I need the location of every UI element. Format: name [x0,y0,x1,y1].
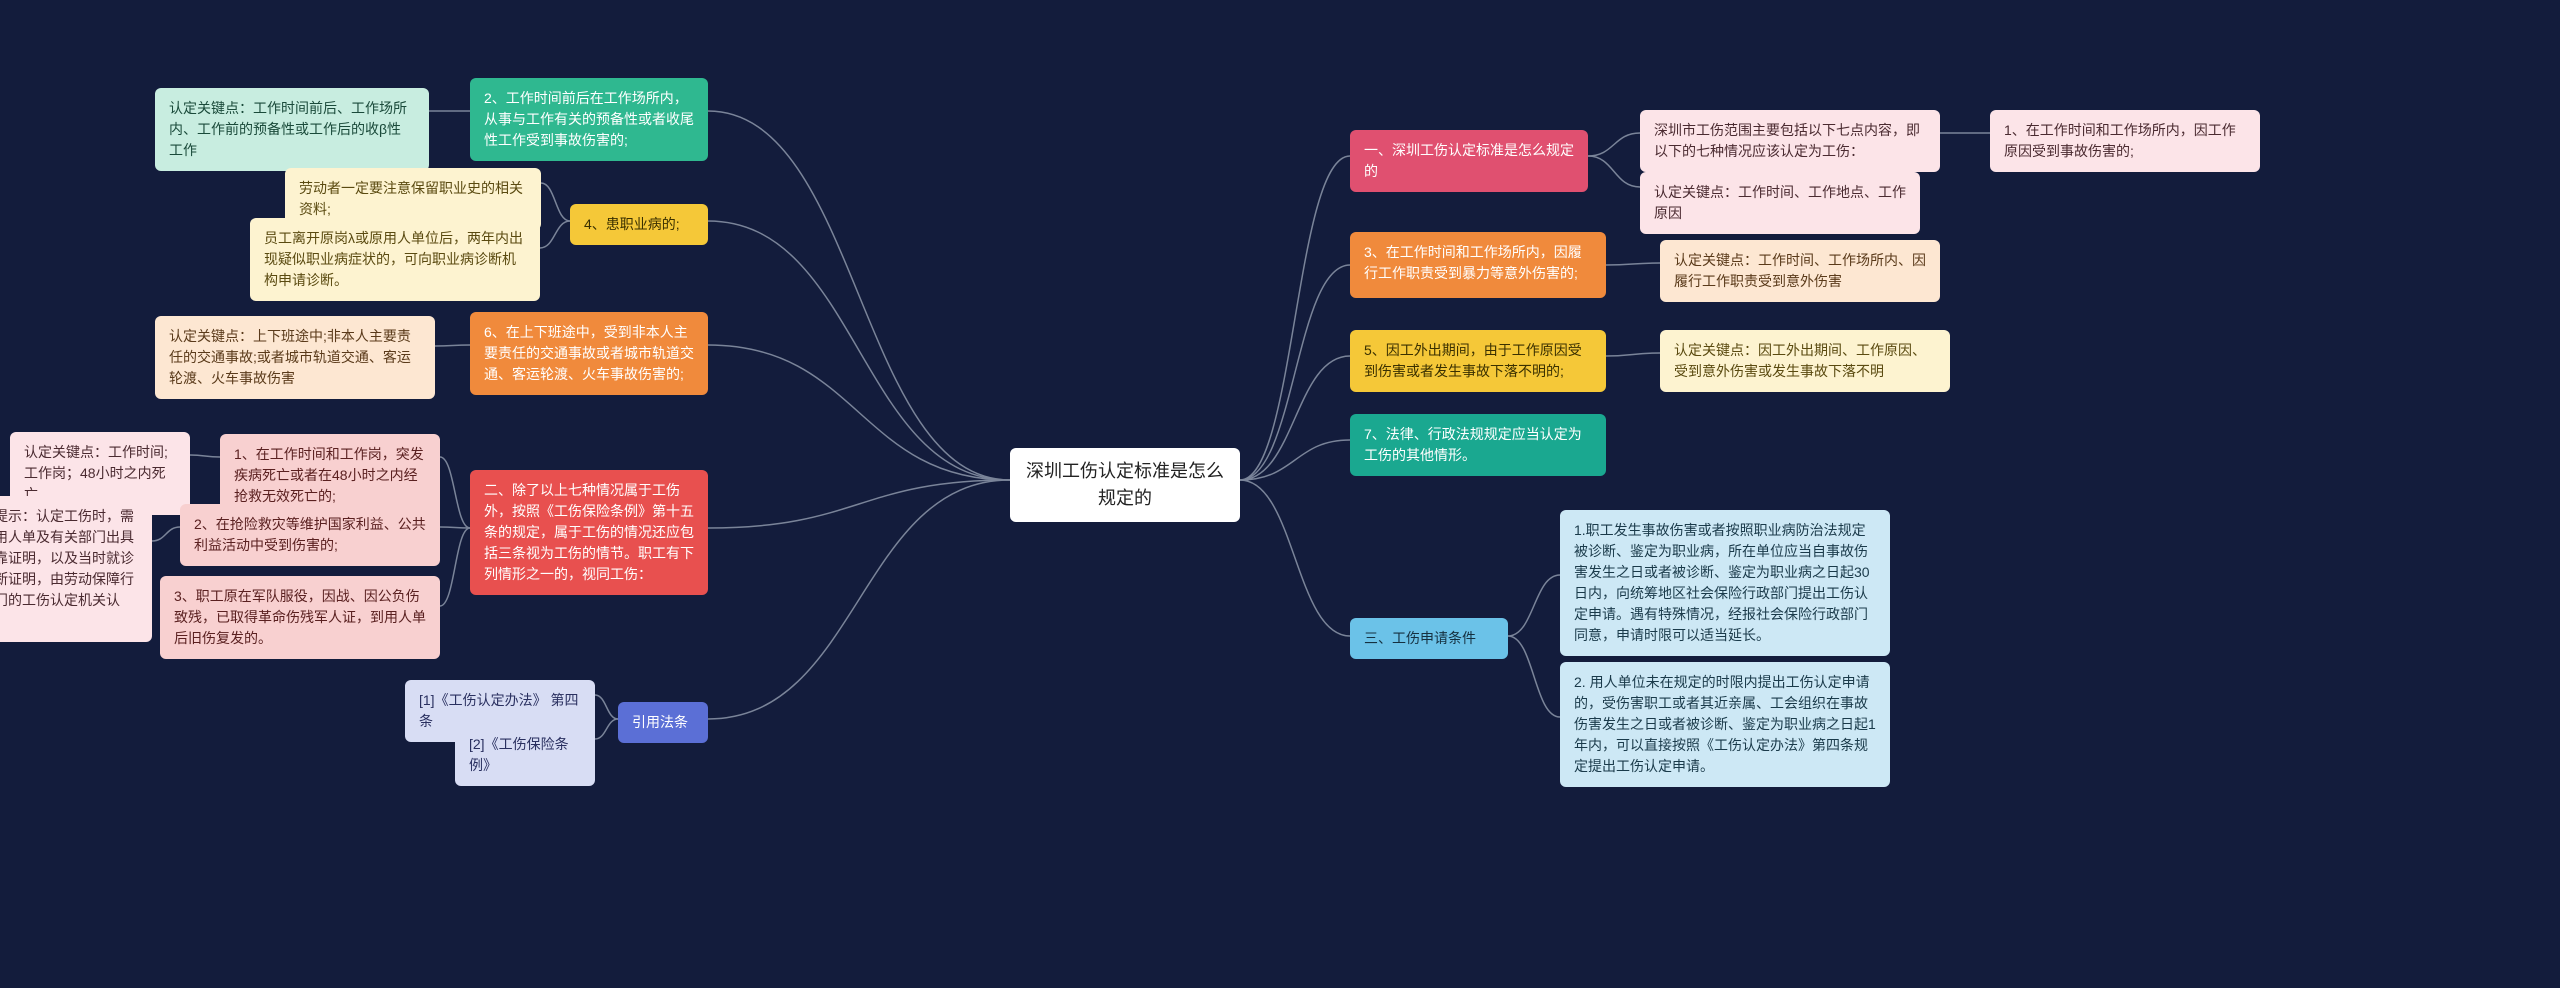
mindmap-node: 认定关键点：工作时间前后、工作场所内、工作前的预备性或工作后的收β性工作 [155,88,429,171]
mindmap-node: 2、在抢险救灾等维护国家利益、公共利益活动中受到伤害的; [180,504,440,566]
mindmap-node: 认定关键点：工作时间、工作地点、工作原因 [1640,172,1920,234]
mindmap-node: 5、因工外出期间，由于工作原因受到伤害或者发生事故下落不明的; [1350,330,1606,392]
mindmap-node: 3、职工原在军队服役，因战、因公负伤致残，已取得革命伤残军人证，到用人单后旧伤复… [160,576,440,659]
mindmap-node: 7、法律、行政法规规定应当认定为工伤的其他情形。 [1350,414,1606,476]
mindmap-node: [2]《工伤保险条例》 [455,724,595,786]
mindmap-node: 重要提示：认定工伤时，需要持用人单及有关部门出具的可靠证明，以及当时就诊的诊断证… [0,496,152,642]
mindmap-node: 认定关键点：因工外出期间、工作原因、受到意外伤害或发生事故下落不明 [1660,330,1950,392]
mindmap-node: 引用法条 [618,702,708,743]
mindmap-node: 一、深圳工伤认定标准是怎么规定的 [1350,130,1588,192]
mindmap-node: 深圳市工伤范围主要包括以下七点内容，即以下的七种情况应该认定为工伤： [1640,110,1940,172]
mindmap-node: 2. 用人单位未在规定的时限内提出工伤认定申请的，受伤害职工或者其近亲属、工会组… [1560,662,1890,787]
mindmap-node: 1、在工作时间和工作场所内，因工作原因受到事故伤害的; [1990,110,2260,172]
mindmap-node: 二、除了以上七种情况属于工伤外，按照《工伤保险条例》第十五条的规定，属于工伤的情… [470,470,708,595]
mindmap-node: 4、患职业病的; [570,204,708,245]
mindmap-node: 3、在工作时间和工作场所内，因履行工作职责受到暴力等意外伤害的; [1350,232,1606,298]
mindmap-node: 认定关键点：工作时间、工作场所内、因履行工作职责受到意外伤害 [1660,240,1940,302]
mindmap-root: 深圳工伤认定标准是怎么规定的 [1010,448,1240,522]
mindmap-node: 2、工作时间前后在工作场所内，从事与工作有关的预备性或者收尾性工作受到事故伤害的… [470,78,708,161]
mindmap-node: 三、工伤申请条件 [1350,618,1508,659]
mindmap-node: 6、在上下班途中，受到非本人主要责任的交通事故或者城市轨道交通、客运轮渡、火车事… [470,312,708,395]
mindmap-node: 员工离开原岗λ或原用人单位后，两年内出现疑似职业病症状的，可向职业病诊断机构申请… [250,218,540,301]
mindmap-node: 1.职工发生事故伤害或者按照职业病防治法规定被诊断、鉴定为职业病，所在单位应当自… [1560,510,1890,656]
mindmap-node: 认定关键点：上下班途中;非本人主要责任的交通事故;或者城市轨道交通、客运轮渡、火… [155,316,435,399]
